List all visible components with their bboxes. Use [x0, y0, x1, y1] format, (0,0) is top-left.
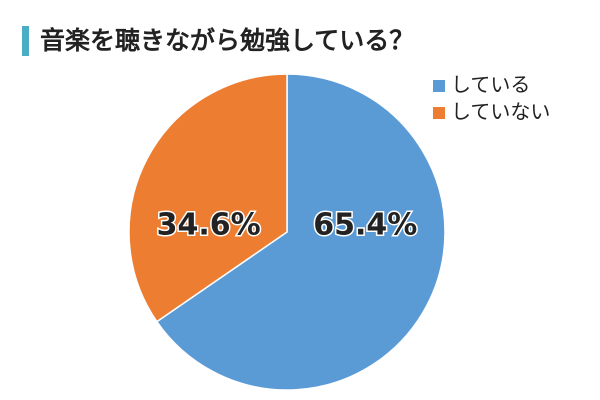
chart-title: 音楽を聴きながら勉強している？	[40, 26, 414, 55]
data-label: 65.4%	[313, 208, 417, 243]
title-accent	[22, 26, 29, 56]
pie-slice	[128, 73, 288, 323]
legend-swatch	[433, 107, 445, 119]
pie-slice	[155, 73, 446, 391]
legend-swatch	[433, 80, 445, 92]
data-label: 34.6%	[157, 208, 261, 243]
legend-label: していない	[451, 100, 550, 124]
legend-label: している	[451, 73, 530, 97]
